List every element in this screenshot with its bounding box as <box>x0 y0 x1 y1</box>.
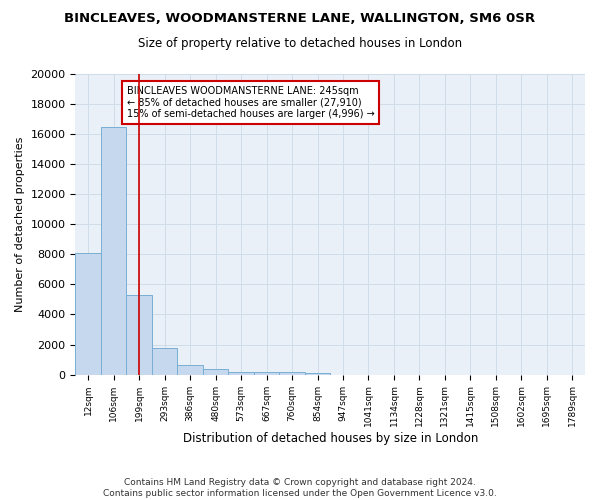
Text: BINCLEAVES, WOODMANSTERNE LANE, WALLINGTON, SM6 0SR: BINCLEAVES, WOODMANSTERNE LANE, WALLINGT… <box>64 12 536 26</box>
Bar <box>101 126 127 374</box>
Y-axis label: Number of detached properties: Number of detached properties <box>15 136 25 312</box>
Text: Contains HM Land Registry data © Crown copyright and database right 2024.
Contai: Contains HM Land Registry data © Crown c… <box>103 478 497 498</box>
Bar <box>305 373 330 374</box>
Bar <box>254 372 279 374</box>
Bar <box>279 372 305 374</box>
X-axis label: Distribution of detached houses by size in London: Distribution of detached houses by size … <box>182 432 478 445</box>
Bar <box>178 365 203 374</box>
Text: BINCLEAVES WOODMANSTERNE LANE: 245sqm
← 85% of detached houses are smaller (27,9: BINCLEAVES WOODMANSTERNE LANE: 245sqm ← … <box>127 86 374 119</box>
Bar <box>152 348 178 374</box>
Bar <box>203 370 228 374</box>
Bar <box>228 372 254 374</box>
Bar <box>127 295 152 374</box>
Text: Size of property relative to detached houses in London: Size of property relative to detached ho… <box>138 38 462 51</box>
Bar <box>76 253 101 374</box>
